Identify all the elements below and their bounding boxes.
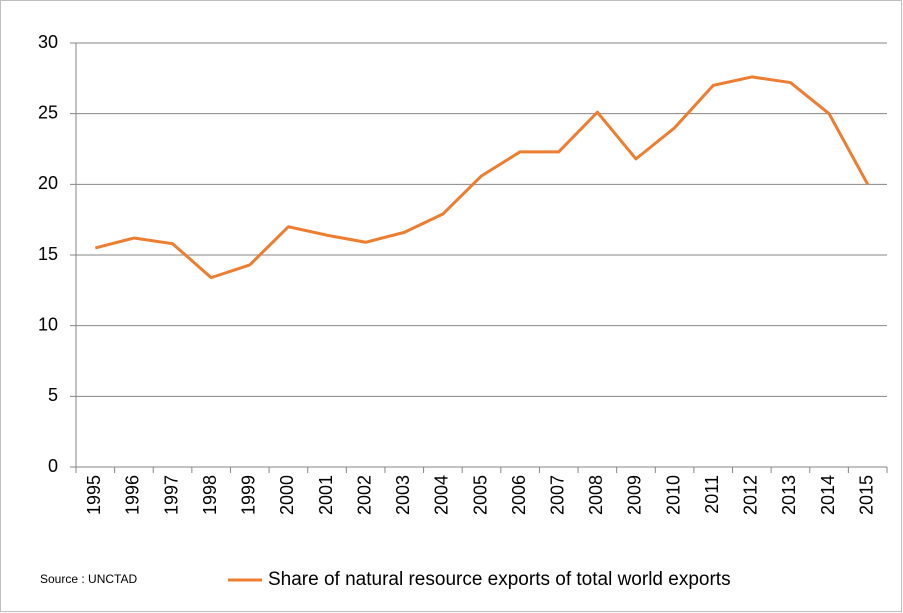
x-tick-label: 1999 [239, 475, 259, 515]
x-tick-label: 2000 [277, 475, 297, 515]
x-tick-label: 2001 [316, 475, 336, 515]
source-note: Source : UNCTAD [40, 572, 137, 586]
x-tick-label: 2012 [741, 475, 761, 515]
y-tick-label: 5 [48, 385, 58, 405]
x-tick-label: 2009 [625, 475, 645, 515]
x-tick-label: 2008 [586, 475, 606, 515]
legend-label: Share of natural resource exports of tot… [268, 569, 731, 590]
x-tick-label: 2013 [779, 475, 799, 515]
data-line [94, 75, 870, 280]
y-tick-label: 15 [38, 244, 58, 264]
x-tick-label: 2002 [354, 475, 374, 515]
x-tick-label: 1998 [200, 475, 220, 515]
y-tick-label: 10 [38, 314, 58, 334]
x-tick-label: 2004 [432, 475, 452, 515]
x-tick-label: 1997 [161, 475, 181, 515]
x-tick-label: 2014 [818, 475, 838, 515]
x-tick-label: 2007 [547, 475, 567, 515]
y-tick-label: 0 [48, 456, 58, 476]
x-tick-label: 1995 [84, 475, 104, 515]
x-tick-label: 2010 [663, 475, 683, 515]
x-tick-label: 2005 [470, 475, 490, 515]
y-tick-label: 20 [38, 173, 58, 193]
y-tick-label: 30 [38, 32, 58, 52]
x-tick-label: 1996 [123, 475, 143, 515]
x-tick-label: 2011 [702, 475, 722, 514]
x-tick-label: 2015 [856, 475, 876, 515]
x-tick-label: 2006 [509, 475, 529, 515]
y-tick-label: 25 [38, 102, 58, 122]
x-tick-label: 2003 [393, 475, 413, 515]
